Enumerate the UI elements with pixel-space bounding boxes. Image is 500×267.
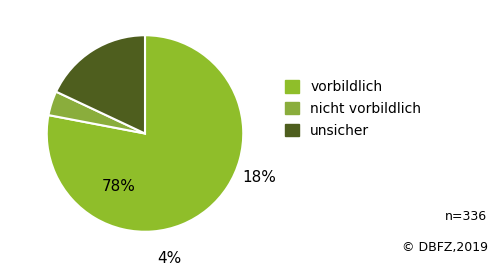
Text: 18%: 18% xyxy=(242,170,276,185)
Text: 78%: 78% xyxy=(102,179,135,194)
Wedge shape xyxy=(48,92,145,134)
Wedge shape xyxy=(46,35,244,232)
Legend: vorbildlich, nicht vorbildlich, unsicher: vorbildlich, nicht vorbildlich, unsicher xyxy=(280,75,427,143)
Text: © DBFZ,2019: © DBFZ,2019 xyxy=(402,241,488,254)
Wedge shape xyxy=(56,35,145,134)
Text: n=336: n=336 xyxy=(446,210,488,223)
Text: 4%: 4% xyxy=(157,252,182,266)
